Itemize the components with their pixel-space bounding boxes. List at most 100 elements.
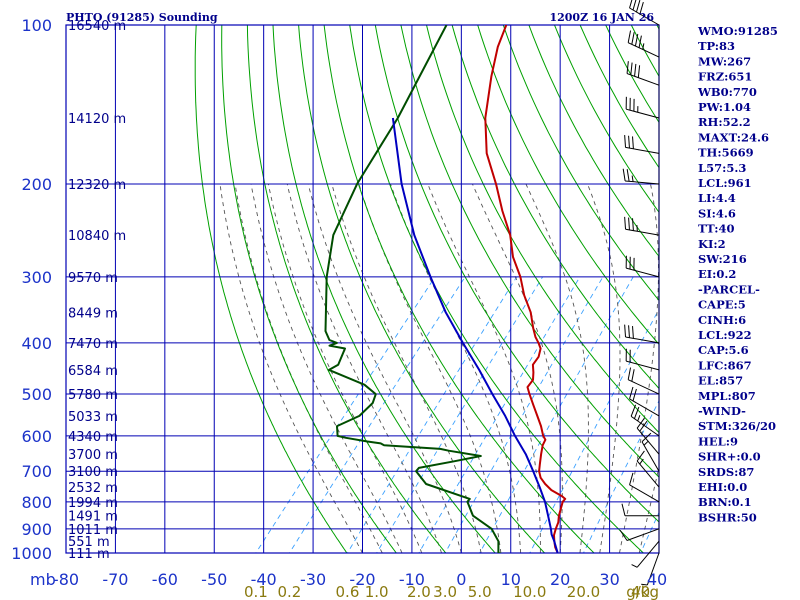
pressure-tick-label: 900 [21,520,52,539]
wind-barb-staff [625,180,660,185]
wind-barb-staff [629,398,660,417]
wind-barb [626,61,660,86]
pressure-tick-label: 1000 [11,544,52,563]
wind-barb-feather [633,406,640,419]
height-label: 551 m [68,535,110,550]
height-label: 5033 m [68,410,118,425]
temperature-tick-label: -70 [102,570,128,589]
wind-barb-feather [627,367,632,380]
mixing-ratio-line [444,276,604,553]
wind-barb-staff [627,379,660,395]
wind-barb-feather [619,529,628,541]
wind-barb [625,255,660,278]
index-item: BRN:0.1 [698,495,752,509]
wind-barb-staff [629,7,660,26]
dry-adiabat [298,25,546,553]
index-item: LCL:922 [698,328,752,342]
wind-barb-feather [636,417,645,429]
wind-barb-half-feather [639,458,644,465]
wind-barb [624,135,660,154]
pressure-tick-label: 300 [21,268,52,287]
index-item: CINH:6 [698,313,746,327]
wind-barb-feather [630,404,637,417]
mixing-ratio-line [376,276,543,553]
wind-barb-staff [636,460,660,488]
pressure-tick-label: 800 [21,493,52,512]
index-item: PW:1.04 [698,100,751,114]
wind-barb [624,216,660,236]
pressure-tick-label: 100 [21,16,52,35]
height-label: 111 m [68,547,110,562]
index-item: TP:83 [698,39,735,53]
mixing-ratio-label: 0.2 [277,583,301,600]
wind-barb-feather [636,0,641,13]
height-label: 7470 m [68,337,118,352]
wind-barb [631,540,660,568]
pressure-tick-label: 200 [21,175,52,194]
index-item: -PARCEL- [698,282,760,296]
moist-adiabat [638,465,659,553]
wind-barb-feather [627,30,632,43]
wind-barb-staff [626,360,660,371]
index-item: SRDS:87 [698,465,754,479]
dry-adiabat [246,25,447,553]
height-label: 3100 m [68,465,118,480]
wind-barb-feather [632,0,637,11]
index-item: EL:857 [698,374,743,388]
dry-adiabat [272,25,496,553]
wind-barb-feather [632,218,634,231]
height-label: 8449 m [68,306,118,321]
index-item: TT:40 [698,222,735,236]
height-label: 2532 m [68,481,118,496]
wind-barb-staff [626,73,660,86]
temperature-tick-label: -20 [349,570,375,589]
temperature-tick-label: 0 [456,570,466,589]
wind-barb-feather [636,450,645,462]
wind-barb-feather [631,32,635,45]
height-label: 12320 m [68,178,126,193]
wind-barb-feather [624,135,627,148]
wind-barb [624,324,660,344]
pressure-tick-label: 500 [21,385,52,404]
wind-barb-staff [626,528,660,541]
wind-barb-half-feather [643,440,649,446]
moist-adiabat [427,183,541,553]
height-label: 14120 m [68,112,126,127]
wind-barb-feather [630,62,633,75]
temperature-tick-label: -40 [251,570,277,589]
index-item: TH:5669 [698,146,754,160]
wind-barb-feather [632,388,637,402]
wind-barb-feather [631,369,635,382]
index-item: CAPE:5 [698,298,746,312]
wind-barb-feather [629,386,634,400]
index-item: EI:0.2 [698,267,736,281]
wind-barb-staff [626,108,660,119]
mixing-ratio-label: 20.0 [567,583,600,600]
wind-barb-feather [637,65,641,78]
height-label: 9570 m [68,271,118,286]
index-item: -WIND- [698,404,746,418]
mixing-ratio-line [255,276,436,553]
temperature-line [484,25,567,553]
index-item: HEL:9 [698,434,738,448]
wind-barb-half-feather [642,43,645,50]
index-item: MAXT:24.6 [698,130,769,144]
moist-adiabat [586,183,621,553]
wind-barb [619,528,660,541]
wind-barb-feather [638,35,642,48]
dry-adiabat [451,25,659,390]
wind-barb-half-feather [641,583,648,586]
index-item: MPL:807 [698,389,756,403]
mixing-ratio-label: 0.6 [336,583,360,600]
wind-barb-feather [624,216,627,230]
wind-barb-staff [626,267,660,278]
moist-adiabat [619,183,659,553]
mixing-ratio-label: 5.0 [468,583,492,600]
index-item: KI:2 [698,237,726,251]
index-item: L57:5.3 [698,161,746,175]
temperature-tick-label: -80 [53,570,79,589]
index-item: WMO:91285 [697,24,778,38]
wind-barbs [619,0,660,586]
